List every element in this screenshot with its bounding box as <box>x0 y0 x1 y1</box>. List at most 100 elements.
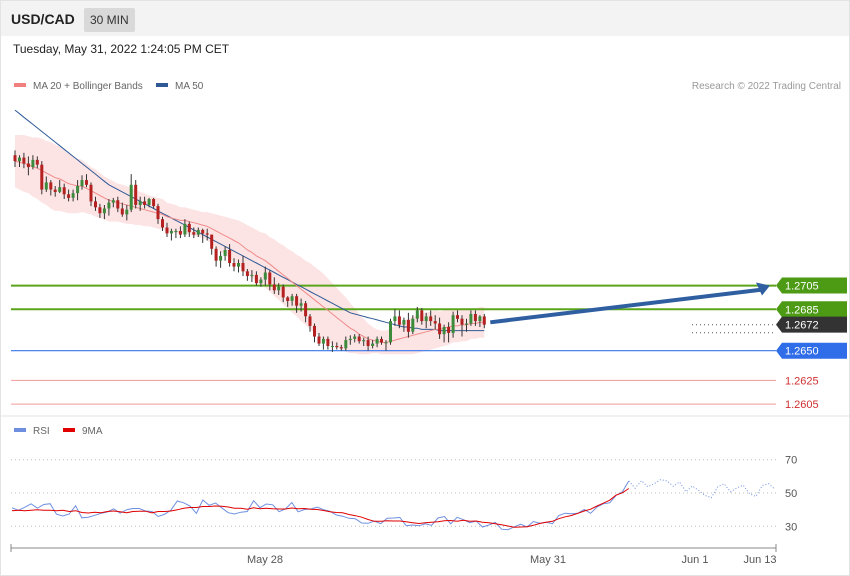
candle-body <box>205 233 209 235</box>
candle-body <box>161 219 164 228</box>
candle-body <box>465 323 468 325</box>
candle-body <box>49 182 53 190</box>
candle-body <box>71 193 75 198</box>
candle-body <box>406 319 410 332</box>
candle-body <box>192 232 196 235</box>
top-bar: USD/CAD 30 MIN <box>1 1 849 36</box>
candle-body <box>250 274 254 277</box>
candle-body <box>94 201 97 208</box>
candle-body <box>384 342 388 344</box>
candle-body <box>156 206 160 220</box>
candle-body <box>330 346 334 347</box>
candle-body <box>98 207 102 214</box>
candle-body <box>438 323 442 335</box>
credit-text: Research © 2022 Trading Central <box>691 81 841 92</box>
legend-ma50: MA 50 <box>156 81 203 92</box>
candle-body <box>67 194 71 198</box>
legend-9ma-label: 9MA <box>82 426 103 437</box>
candle-body <box>111 200 115 203</box>
candle-body <box>389 321 392 343</box>
level-tag-1.2685 <box>776 301 847 318</box>
candle-body <box>85 180 88 185</box>
candle-body <box>237 263 240 267</box>
rsi-ma9-line <box>11 488 630 528</box>
candle-body <box>22 157 26 164</box>
candle-body <box>259 279 263 284</box>
candle-body <box>308 316 312 326</box>
x-tick-Jun-13: Jun 13 <box>743 554 776 566</box>
legend-ma20: MA 20 + Bollinger Bands <box>14 81 143 92</box>
candle-body <box>165 227 169 234</box>
candle-body <box>35 159 39 165</box>
candle-body <box>134 184 138 205</box>
candle-body <box>31 159 35 167</box>
candle-body <box>107 202 111 209</box>
candle-body <box>451 315 455 333</box>
candle-body <box>183 223 187 235</box>
candle-body <box>147 199 151 205</box>
candles-group <box>13 150 486 352</box>
candle-body <box>201 229 205 234</box>
candle-body <box>13 155 17 162</box>
legend-rsi-label: RSI <box>33 426 50 437</box>
candle-body <box>402 319 406 325</box>
legend-ma50-label: MA 50 <box>175 81 204 92</box>
projection-arrow-head <box>756 282 770 296</box>
candle-body <box>241 263 245 272</box>
candle-body <box>272 284 276 291</box>
timeframe-button[interactable]: 30 MIN <box>84 8 135 32</box>
projection-arrow-line <box>490 287 763 325</box>
x-tick-May-28: May 28 <box>247 554 283 566</box>
candle-body <box>375 338 379 344</box>
level-tag-1.2672 <box>776 316 847 333</box>
candle-body <box>169 231 173 234</box>
candle-body <box>232 263 236 267</box>
candle-body <box>429 316 433 322</box>
candle-body <box>415 310 419 319</box>
candle-body <box>89 184 93 202</box>
candle-body <box>187 223 191 233</box>
level-label-1.2605: 1.2605 <box>785 399 819 411</box>
candle-body <box>254 274 258 284</box>
candle-body <box>442 327 446 335</box>
candle-body <box>40 164 44 190</box>
candle-body <box>344 340 348 349</box>
candle-body <box>321 338 325 344</box>
candle-body <box>210 234 214 249</box>
level-label-1.2705: 1.2705 <box>785 281 819 293</box>
candle-body <box>482 316 486 325</box>
level-label-1.2672: 1.2672 <box>785 320 819 332</box>
candle-body <box>120 208 124 215</box>
rsi-projection-line <box>628 479 776 499</box>
candle-body <box>223 250 227 256</box>
level-label-1.2625: 1.2625 <box>785 375 819 387</box>
candle-body <box>143 201 147 205</box>
candle-body <box>362 340 366 342</box>
candle-body <box>44 182 48 190</box>
candle-body <box>281 286 285 298</box>
legend-9ma-swatch <box>63 428 75 433</box>
candle-body <box>26 163 30 168</box>
candle-body <box>380 338 383 343</box>
legend-9ma: 9MA <box>63 426 103 437</box>
candle-body <box>424 316 428 322</box>
candle-body <box>116 200 120 209</box>
x-tick-May-31: May 31 <box>530 554 566 566</box>
candle-body <box>196 229 200 235</box>
candle-body <box>263 272 267 280</box>
candle-body <box>304 303 308 317</box>
timestamp: Tuesday, May 31, 2022 1:24:05 PM CET <box>13 42 230 56</box>
candle-body <box>478 316 482 322</box>
level-label-1.2685: 1.2685 <box>785 304 819 316</box>
candle-body <box>138 201 142 205</box>
candle-body <box>268 272 272 285</box>
candle-body <box>460 318 464 325</box>
candle-body <box>317 336 321 344</box>
level-label-1.2650: 1.2650 <box>785 346 819 358</box>
candle-body <box>420 310 424 322</box>
candle-body <box>299 303 303 306</box>
candle-body <box>473 314 477 322</box>
candle-body <box>125 209 129 215</box>
candle-body <box>456 315 459 319</box>
candle-body <box>102 208 106 214</box>
